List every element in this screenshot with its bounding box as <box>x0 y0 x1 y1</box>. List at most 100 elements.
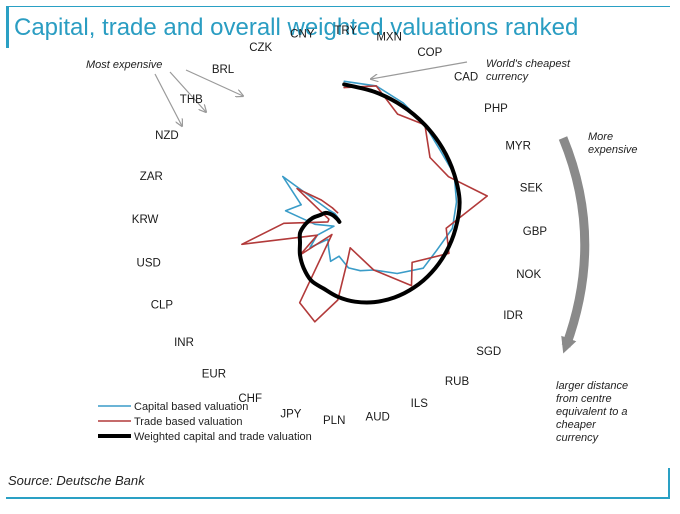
title-left-border <box>6 6 9 48</box>
category-label-cny: CNY <box>290 29 315 41</box>
series-point-myr <box>447 176 450 178</box>
series-point-jpy <box>330 260 332 262</box>
category-label-thb: THB <box>180 94 203 106</box>
distance-annotation: larger distance from centre equivalent to … <box>556 380 628 444</box>
series-trade <box>241 85 488 323</box>
series-point-krw <box>314 223 316 225</box>
arrow-to-cny <box>185 69 243 96</box>
series-point-chf <box>299 302 301 304</box>
series-point-zar <box>327 221 329 223</box>
source-note: Source: Deutsche Bank <box>8 473 145 488</box>
category-label-jpy: JPY <box>280 409 301 421</box>
series-point-nzd <box>320 214 322 216</box>
category-label-rub: RUB <box>445 376 470 388</box>
series-layer <box>241 80 488 323</box>
series-point-zar <box>285 210 287 212</box>
series-line <box>297 82 462 305</box>
category-label-aud: AUD <box>366 411 390 423</box>
series-point-idr <box>430 271 433 274</box>
series-point-cny <box>338 221 340 223</box>
category-label-krw: KRW <box>132 214 159 226</box>
series-point-czk <box>336 218 339 220</box>
category-labels: TRY MXN COP CAD PHP MYR SEK GBP NOK IDR SGD RUB ILS A… <box>132 25 548 427</box>
series-point-pln <box>337 299 339 301</box>
series-point-nzd <box>328 218 330 220</box>
series-point-sgd <box>410 285 413 287</box>
series-point-zar <box>312 217 314 219</box>
series-point-clp <box>299 242 301 244</box>
series-point-jpy <box>322 287 325 290</box>
more-expensive-annotation: More expensive <box>588 131 638 156</box>
series-point-inr <box>299 254 301 256</box>
series-point-aud <box>346 261 348 263</box>
series-point-krw <box>305 223 307 225</box>
series-point-cad <box>424 124 426 126</box>
series-point-jpy <box>314 321 316 323</box>
series-point-thb <box>296 188 298 190</box>
series-point-cop <box>402 102 404 104</box>
category-label-cad: CAD <box>454 71 478 83</box>
category-label-inr: INR <box>174 337 194 349</box>
series-point-sek <box>459 200 461 203</box>
category-label-idr: IDR <box>503 310 523 322</box>
series-point-myr <box>453 173 455 175</box>
category-label-sgd: SGD <box>476 346 501 358</box>
series-point-eur <box>331 233 333 236</box>
series-point-php <box>429 156 431 159</box>
arrow-to-brl <box>154 73 182 126</box>
series-point-usd <box>299 232 301 234</box>
series-point-try <box>343 80 345 82</box>
category-label-clp: CLP <box>151 299 174 311</box>
series-point-cny <box>337 212 339 214</box>
series-point-czk <box>331 207 333 209</box>
category-label-zar: ZAR <box>140 171 163 183</box>
legend-label-weighted: Weighted capital and trade valuation <box>134 431 312 443</box>
category-label-nzd: NZD <box>155 130 179 142</box>
series-point-krw <box>283 222 285 224</box>
series-point-nok <box>436 249 438 251</box>
chart-title: Capital, trade and overall weighted valu… <box>14 14 579 41</box>
most-expensive-annotation: Most expensive <box>86 59 162 71</box>
series-point-rub <box>393 296 395 299</box>
cheapest-annotation: World's cheapest currency <box>486 58 571 83</box>
series-point-eur <box>327 238 329 240</box>
bottom-border <box>6 497 670 499</box>
series-point-thb <box>282 175 284 178</box>
legend-label-trade: Trade based valuation <box>134 416 242 428</box>
series-point-idr <box>411 261 413 263</box>
category-label-eur: EUR <box>202 369 226 381</box>
series-point-cop <box>401 105 403 107</box>
series-point-thb <box>325 212 327 214</box>
arrow-to-czk <box>169 71 206 112</box>
series-point-eur <box>303 267 305 269</box>
series-point-sgd <box>413 287 415 289</box>
series-point-czk <box>334 213 336 215</box>
series-point-brl <box>320 199 322 201</box>
series-point-chf <box>327 246 330 248</box>
series-point-sgd <box>396 272 398 275</box>
series-point-chf <box>310 279 312 282</box>
category-label-pln: PLN <box>323 415 345 427</box>
category-label-chf: CHF <box>238 393 262 405</box>
legend-label-capital: Capital based valuation <box>134 401 248 413</box>
more-expensive-arrow <box>558 136 590 354</box>
series-point-ils <box>373 301 375 303</box>
category-label-sek: SEK <box>520 182 543 194</box>
series-point-try <box>343 87 345 89</box>
right-border <box>668 468 670 499</box>
series-point-brl <box>331 214 334 216</box>
arrow-to-try <box>371 61 468 79</box>
category-label-php: PHP <box>484 103 508 115</box>
title-top-border <box>6 6 670 7</box>
series-point-gbp <box>451 227 453 229</box>
series-point-gbp <box>455 227 457 230</box>
annotation-arrows <box>154 61 590 354</box>
series-point-cop <box>397 113 399 115</box>
series-point-usd <box>333 225 335 227</box>
category-label-myr: MYR <box>505 141 531 153</box>
series-point-sek <box>455 201 458 203</box>
series-weighted <box>297 82 462 305</box>
series-point-nok <box>448 252 450 254</box>
category-label-ils: ILS <box>411 398 429 410</box>
series-line <box>241 85 488 323</box>
